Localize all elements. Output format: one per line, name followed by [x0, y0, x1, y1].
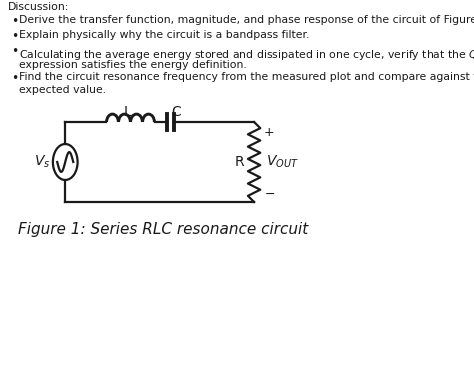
Text: $V_s$: $V_s$ [34, 154, 50, 170]
Text: Discussion:: Discussion: [8, 2, 70, 12]
Text: •: • [11, 45, 18, 58]
Text: $V_{OUT}$: $V_{OUT}$ [266, 154, 299, 170]
Text: $-$: $-$ [264, 187, 275, 200]
Text: Find the circuit resonance frequency from the measured plot and compare against : Find the circuit resonance frequency fro… [19, 72, 474, 82]
Text: +: + [264, 126, 274, 139]
Text: Derive the transfer function, magnitude, and phase response of the circuit of Fi: Derive the transfer function, magnitude,… [19, 15, 474, 25]
Text: expected value.: expected value. [19, 85, 106, 95]
Text: •: • [11, 30, 18, 43]
Text: expression satisfies the energy definition.: expression satisfies the energy definiti… [19, 60, 247, 70]
Text: •: • [11, 72, 18, 85]
Text: C: C [171, 105, 181, 119]
Text: Calculating the average energy stored and dissipated in one cycle, verify that t: Calculating the average energy stored an… [19, 45, 474, 67]
Text: L: L [123, 105, 131, 119]
Text: •: • [11, 15, 18, 28]
Text: Explain physically why the circuit is a bandpass filter.: Explain physically why the circuit is a … [19, 30, 310, 40]
Text: Figure 1: Series RLC resonance circuit: Figure 1: Series RLC resonance circuit [18, 222, 308, 237]
Text: R: R [234, 155, 244, 169]
